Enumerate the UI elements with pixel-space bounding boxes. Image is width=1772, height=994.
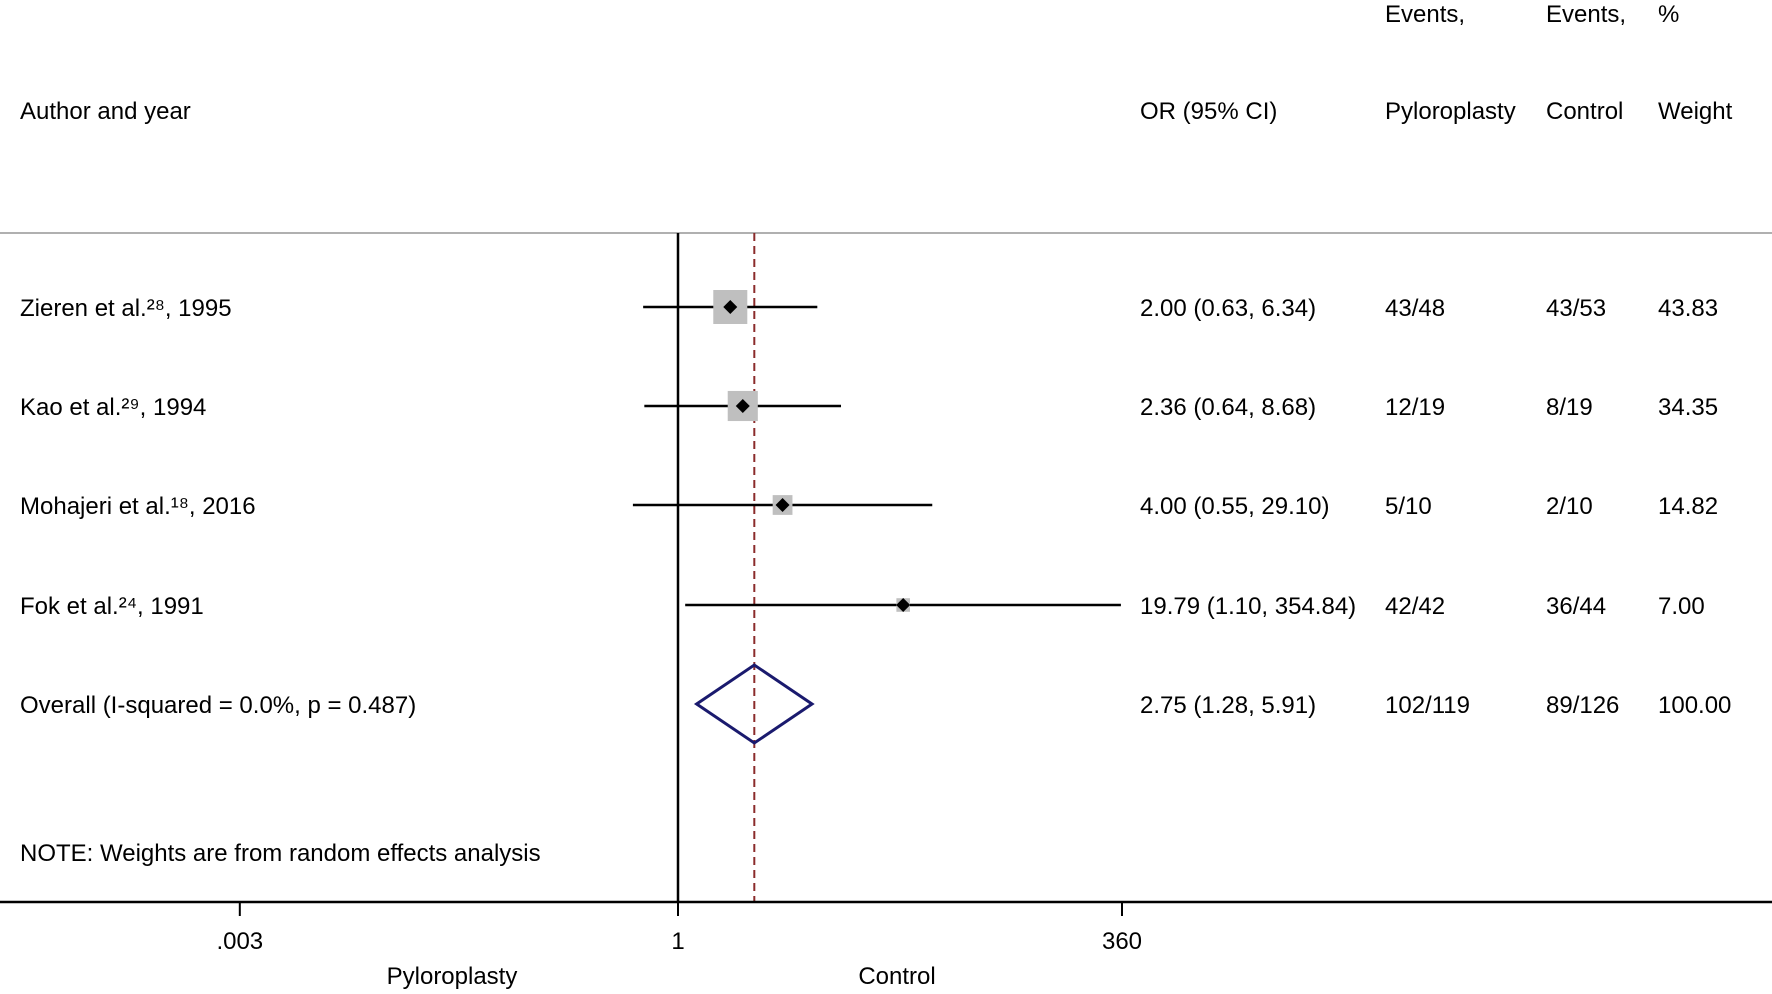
point-estimate-marker xyxy=(723,300,738,314)
weight-value: 14.82 xyxy=(1658,493,1718,520)
events-pyloroplasty-value: 12/19 xyxy=(1385,394,1445,421)
x-label-left: Pyloroplasty xyxy=(387,963,518,990)
events-pyloroplasty-value: 5/10 xyxy=(1385,493,1432,520)
overall-label: Overall (I-squared = 0.0%, p = 0.487) xyxy=(20,692,416,719)
events-control-value: 43/53 xyxy=(1546,295,1606,322)
point-estimate-marker xyxy=(896,598,911,612)
study-label: Zieren et al.²⁸, 1995 xyxy=(20,295,232,322)
weight-value: 34.35 xyxy=(1658,394,1718,421)
study-label: Fok et al.²⁴, 1991 xyxy=(20,593,204,620)
events-control-value: 36/44 xyxy=(1546,593,1606,620)
events-pyloroplasty-value: 43/48 xyxy=(1385,295,1445,322)
header-weight-line2: Weight xyxy=(1658,98,1733,125)
or-ci-value: 4.00 (0.55, 29.10) xyxy=(1140,493,1329,520)
point-estimate-marker xyxy=(735,399,750,413)
overall-diamond xyxy=(693,663,815,745)
header-events-ctl-line1: Events, xyxy=(1546,1,1626,28)
x-tick-label: 1 xyxy=(671,928,684,955)
header-author: Author and year xyxy=(20,98,191,125)
weight-value: 7.00 xyxy=(1658,593,1705,620)
x-tick-label: .003 xyxy=(216,928,263,955)
footnote: NOTE: Weights are from random effects an… xyxy=(20,840,541,867)
header-events-ctl-line2: Control xyxy=(1546,98,1623,125)
study-label: Kao et al.²⁹, 1994 xyxy=(20,394,206,421)
header-events-pyl-line1: Events, xyxy=(1385,1,1465,28)
header-or: OR (95% CI) xyxy=(1140,98,1277,125)
rows-layer: Zieren et al.²⁸, 1995 2.00 (0.63, 6.34) 43… xyxy=(20,295,1731,719)
overall-weight-value: 100.00 xyxy=(1658,692,1731,719)
x-label-right: Control xyxy=(858,963,935,990)
or-ci-value: 2.36 (0.64, 8.68) xyxy=(1140,394,1316,421)
events-pyloroplasty-value: 42/42 xyxy=(1385,593,1445,620)
overall-or-ci-value: 2.75 (1.28, 5.91) xyxy=(1140,692,1316,719)
header-weight-line1: % xyxy=(1658,1,1679,28)
or-ci-value: 19.79 (1.10, 354.84) xyxy=(1140,593,1356,620)
point-estimate-marker xyxy=(775,498,790,512)
overall-events-pyloroplasty-value: 102/119 xyxy=(1385,692,1470,719)
plot-layer: .003 1 360 Pyloroplasty Control xyxy=(0,233,1772,990)
x-tick-label: 360 xyxy=(1102,928,1142,955)
events-control-value: 8/19 xyxy=(1546,394,1593,421)
overall-events-control-value: 89/126 xyxy=(1546,692,1619,719)
weight-value: 43.83 xyxy=(1658,295,1718,322)
or-ci-value: 2.00 (0.63, 6.34) xyxy=(1140,295,1316,322)
header-events-pyl-line2: Pyloroplasty xyxy=(1385,98,1516,125)
events-control-value: 2/10 xyxy=(1546,493,1593,520)
study-label: Mohajeri et al.¹⁸, 2016 xyxy=(20,493,256,520)
